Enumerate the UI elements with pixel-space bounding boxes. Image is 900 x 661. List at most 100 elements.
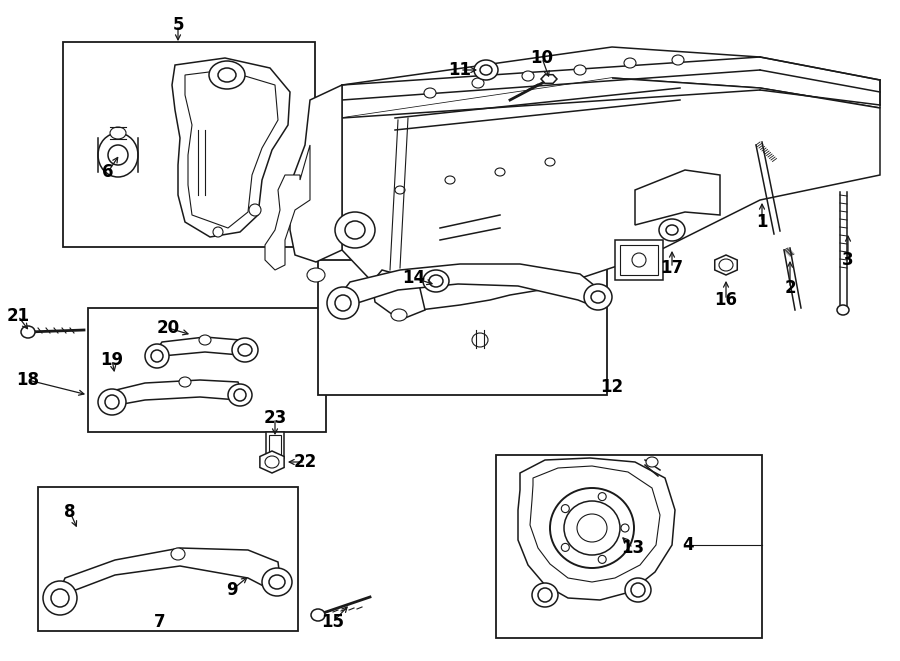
Ellipse shape [21, 326, 35, 338]
Ellipse shape [424, 88, 436, 98]
Ellipse shape [659, 219, 685, 241]
Ellipse shape [591, 291, 605, 303]
Text: 2: 2 [784, 279, 796, 297]
Polygon shape [110, 380, 242, 406]
Ellipse shape [307, 268, 325, 282]
Ellipse shape [538, 588, 552, 602]
Text: 23: 23 [264, 409, 286, 427]
Bar [88, 308, 326, 432]
Ellipse shape [98, 389, 126, 415]
Ellipse shape [598, 555, 607, 563]
Ellipse shape [171, 548, 185, 560]
Ellipse shape [213, 227, 223, 237]
Text: 12: 12 [600, 378, 624, 396]
Ellipse shape [672, 55, 684, 65]
Bar [266, 432, 284, 458]
Ellipse shape [625, 578, 651, 602]
Ellipse shape [621, 524, 629, 532]
Ellipse shape [474, 60, 498, 80]
Ellipse shape [429, 275, 443, 287]
Ellipse shape [265, 456, 279, 468]
Bar [269, 435, 281, 455]
Ellipse shape [584, 284, 612, 310]
Bar [620, 245, 658, 275]
Polygon shape [58, 548, 280, 605]
Text: 1: 1 [756, 213, 768, 231]
Bar [38, 487, 298, 631]
Ellipse shape [562, 543, 570, 551]
Ellipse shape [151, 350, 163, 362]
Polygon shape [340, 264, 600, 312]
Ellipse shape [472, 78, 484, 88]
Ellipse shape [108, 145, 128, 165]
Text: 3: 3 [842, 251, 854, 269]
Text: 6: 6 [103, 163, 113, 181]
Ellipse shape [43, 581, 77, 615]
Ellipse shape [631, 583, 645, 597]
Ellipse shape [199, 335, 211, 345]
Polygon shape [372, 270, 425, 320]
Ellipse shape [423, 270, 449, 292]
Ellipse shape [238, 344, 252, 356]
Text: 4: 4 [682, 536, 694, 554]
Ellipse shape [179, 377, 191, 387]
Ellipse shape [598, 492, 607, 500]
Ellipse shape [327, 287, 359, 319]
Text: 22: 22 [293, 453, 317, 471]
Polygon shape [172, 58, 290, 237]
Ellipse shape [345, 221, 365, 239]
Ellipse shape [564, 501, 620, 555]
Text: 10: 10 [530, 49, 554, 67]
Ellipse shape [646, 457, 658, 467]
Ellipse shape [209, 61, 245, 89]
Ellipse shape [666, 225, 678, 235]
Bar [318, 260, 607, 395]
Ellipse shape [335, 295, 351, 311]
Ellipse shape [228, 384, 252, 406]
Text: 21: 21 [6, 307, 30, 325]
Ellipse shape [249, 204, 261, 216]
Text: 8: 8 [64, 503, 76, 521]
Bar [496, 455, 762, 638]
Polygon shape [541, 75, 557, 83]
Ellipse shape [311, 609, 325, 621]
Polygon shape [155, 337, 248, 360]
Text: 18: 18 [16, 371, 40, 389]
Ellipse shape [632, 253, 646, 267]
Ellipse shape [574, 65, 586, 75]
Polygon shape [518, 458, 675, 600]
Text: 20: 20 [157, 319, 180, 337]
Ellipse shape [577, 514, 607, 542]
Ellipse shape [522, 71, 534, 81]
Ellipse shape [232, 338, 258, 362]
Ellipse shape [262, 568, 292, 596]
Ellipse shape [218, 68, 236, 82]
Ellipse shape [480, 65, 492, 75]
Ellipse shape [472, 333, 488, 347]
Text: 7: 7 [154, 613, 166, 631]
Text: 5: 5 [172, 16, 184, 34]
Polygon shape [290, 85, 342, 262]
Ellipse shape [445, 176, 455, 184]
Polygon shape [342, 47, 880, 118]
Text: 16: 16 [715, 291, 737, 309]
Ellipse shape [395, 186, 405, 194]
Bar [63, 42, 315, 247]
Text: 14: 14 [402, 269, 426, 287]
Text: 17: 17 [661, 259, 684, 277]
Ellipse shape [391, 309, 407, 321]
Polygon shape [635, 170, 720, 225]
Polygon shape [342, 78, 880, 310]
Ellipse shape [335, 212, 375, 248]
Ellipse shape [145, 344, 169, 368]
Ellipse shape [105, 395, 119, 409]
Ellipse shape [550, 488, 634, 568]
Text: 9: 9 [226, 581, 238, 599]
Text: 15: 15 [321, 613, 345, 631]
Polygon shape [265, 145, 310, 270]
Ellipse shape [719, 259, 733, 271]
Ellipse shape [110, 127, 126, 139]
Text: 13: 13 [621, 539, 644, 557]
Ellipse shape [562, 504, 570, 512]
Text: 19: 19 [101, 351, 123, 369]
